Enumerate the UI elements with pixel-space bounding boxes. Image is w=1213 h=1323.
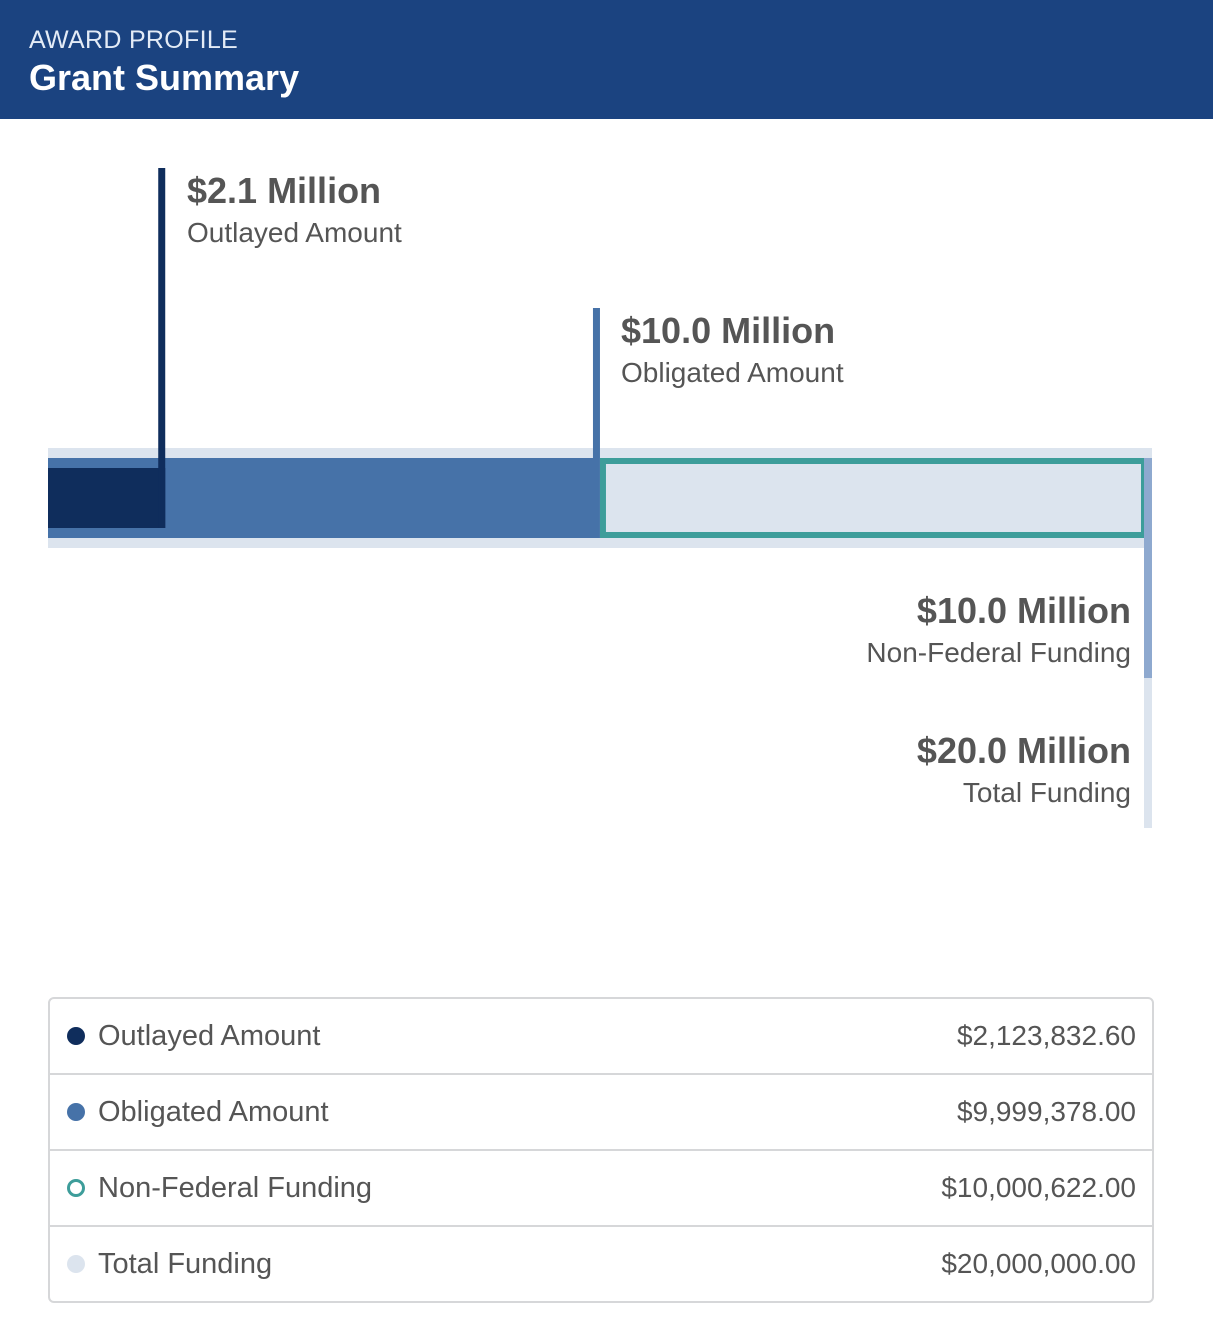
legend-value: $2,123,832.60 (956, 1020, 1136, 1051)
legend-row-obligated: Obligated Amount $9,999,378.00 (50, 1075, 1152, 1151)
funding-chart: $2.1 Million Outlayed Amount $10.0 Milli… (0, 119, 1213, 879)
non-federal-ring-icon (67, 1179, 85, 1197)
legend-label: Obligated Amount (98, 1095, 329, 1128)
outlayed-callout-amount: $2.1 Million (187, 170, 382, 211)
outlayed-bar (48, 468, 166, 528)
legend-row-outlayed: Outlayed Amount $2,123,832.60 (50, 999, 1152, 1075)
funding-chart-svg (48, 168, 1152, 828)
outlayed-dot-icon (67, 1027, 85, 1045)
outlayed-callout: $2.1 Million Outlayed Amount (187, 169, 402, 253)
obligated-callout-label: Obligated Amount (621, 357, 844, 388)
total-callout-amount: $20.0 Million (916, 730, 1131, 771)
legend-label: Outlayed Amount (98, 1019, 321, 1052)
obligated-callout-amount: $10.0 Million (621, 310, 836, 351)
funding-legend: Outlayed Amount $2,123,832.60 Obligated … (48, 997, 1154, 1303)
non-federal-bar (599, 458, 1147, 538)
legend-row-total: Total Funding $20,000,000.00 (50, 1227, 1152, 1301)
total-marker-line (1144, 678, 1152, 828)
total-callout-label: Total Funding (962, 777, 1131, 808)
obligated-dot-icon (67, 1103, 85, 1121)
total-callout: $20.0 Million Total Funding (917, 729, 1131, 813)
obligated-callout: $10.0 Million Obligated Amount (621, 309, 844, 393)
non-federal-callout-amount: $10.0 Million (916, 590, 1131, 631)
outlayed-callout-label: Outlayed Amount (187, 217, 402, 248)
legend-label: Total Funding (98, 1247, 273, 1280)
page-title: Grant Summary (29, 57, 300, 98)
total-dot-icon (67, 1255, 85, 1273)
legend-value: $20,000,000.00 (941, 1248, 1136, 1279)
page-header: AWARD PROFILE Grant Summary (0, 0, 1213, 119)
non-federal-marker-line (1144, 458, 1152, 678)
outlayed-marker-line (158, 168, 166, 528)
legend-value: $10,000,622.00 (941, 1172, 1136, 1203)
non-federal-callout-label: Non-Federal Funding (866, 637, 1131, 668)
non-federal-callout: $10.0 Million Non-Federal Funding (866, 589, 1131, 673)
legend-value: $9,999,378.00 (956, 1096, 1136, 1127)
legend-row-non-federal: Non-Federal Funding $10,000,622.00 (50, 1151, 1152, 1227)
obligated-marker-line (592, 308, 600, 458)
legend-label: Non-Federal Funding (98, 1171, 373, 1204)
page-eyebrow: AWARD PROFILE (29, 26, 239, 54)
